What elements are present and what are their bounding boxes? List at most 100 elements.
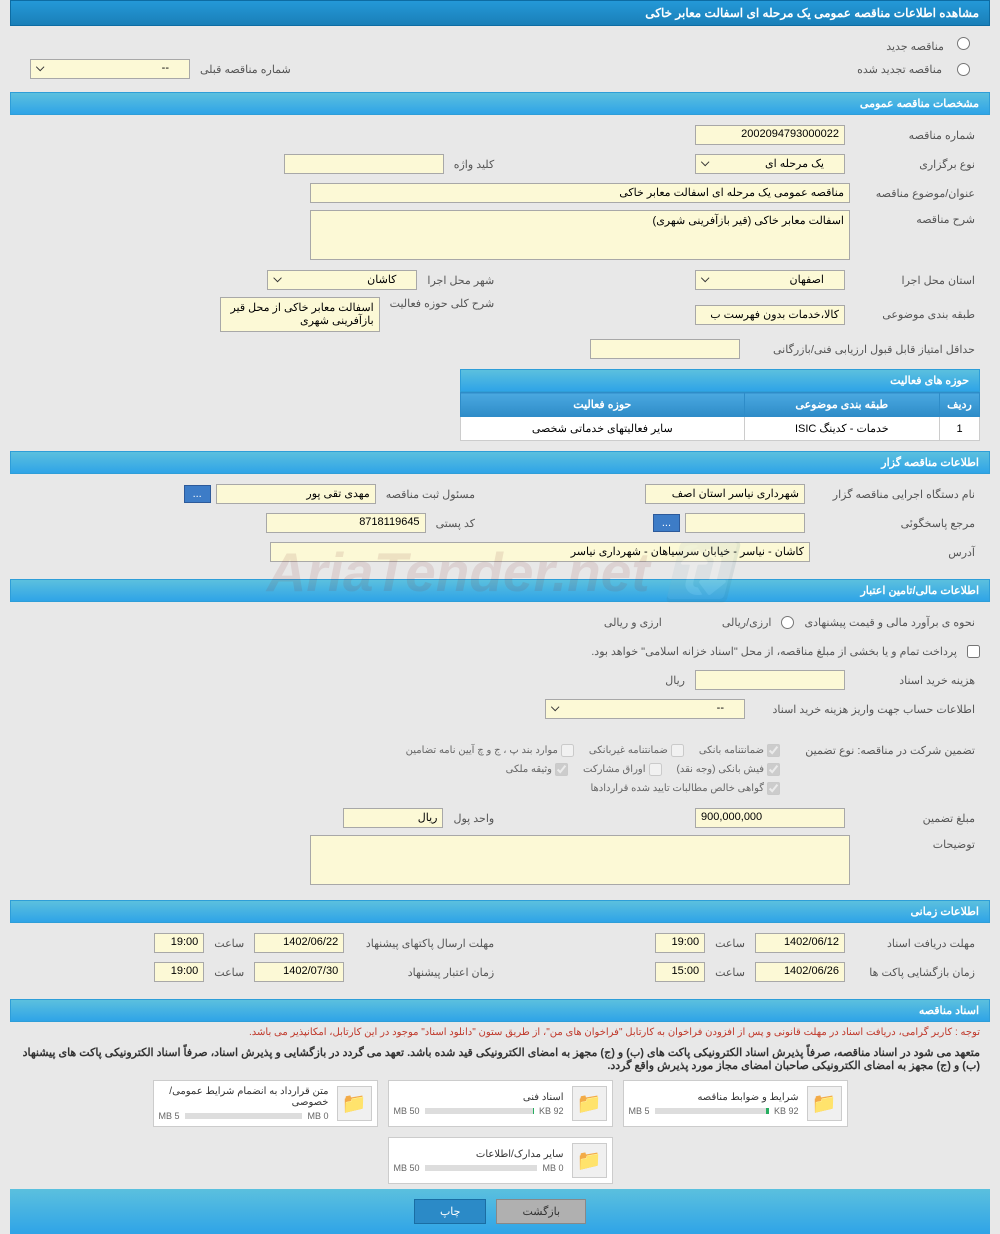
validity-date-field: 1402/07/30 bbox=[254, 962, 344, 982]
prev-number-select[interactable]: -- bbox=[30, 59, 190, 79]
time-label4: ساعت bbox=[209, 966, 249, 979]
treasury-note: پرداخت تمام و یا بخشی از مبلغ مناقصه، از… bbox=[586, 645, 962, 658]
submit-label: مهلت ارسال پاکتهای پیشنهاد bbox=[349, 937, 499, 950]
submit-time-field: 19:00 bbox=[154, 933, 204, 953]
desc-label: شرح مناقصه bbox=[850, 210, 980, 226]
file-item[interactable]: 📁 شرایط و ضوابط مناقصه 92 KB5 MB bbox=[623, 1080, 848, 1127]
time-label2: ساعت bbox=[209, 937, 249, 950]
folder-icon: 📁 bbox=[572, 1086, 607, 1121]
keyword-field[interactable] bbox=[284, 154, 444, 174]
keyword-label: کلید واژه bbox=[449, 158, 499, 171]
activity-col-row: ردیف bbox=[940, 393, 980, 417]
postal-label: کد پستی bbox=[431, 517, 480, 530]
chk-cash bbox=[767, 763, 780, 776]
chk-receivables bbox=[767, 782, 780, 795]
org-label: نام دستگاه اجرایی مناقصه گزار bbox=[810, 488, 980, 501]
chk-bank-guarantee bbox=[767, 744, 780, 757]
tender-no-label: شماره مناقصه bbox=[850, 129, 980, 142]
file-item[interactable]: 📁 اسناد فنی 92 KB50 MB bbox=[388, 1080, 613, 1127]
chk-clauses bbox=[561, 744, 574, 757]
scope-label: شرح کلی حوزه فعالیت bbox=[385, 297, 500, 310]
section-financial-header: اطلاعات مالی/تامین اعتبار bbox=[10, 579, 990, 602]
print-button[interactable]: چاپ bbox=[414, 1199, 487, 1224]
receive-date-field: 1402/06/12 bbox=[755, 933, 845, 953]
desc-field[interactable]: اسفالت معابر خاکی (قیر بازآفرینی شهری) bbox=[310, 210, 850, 260]
currency-unit-label: واحد پول bbox=[448, 812, 499, 825]
section-organizer-header: اطلاعات مناقصه گزار bbox=[10, 451, 990, 474]
contact-field[interactable] bbox=[685, 513, 805, 533]
receive-label: مهلت دریافت اسناد bbox=[850, 937, 980, 950]
min-score-field[interactable] bbox=[590, 339, 740, 359]
scope-field[interactable]: اسفالت معابر خاکی از محل قیر بازآفرینی ش… bbox=[220, 297, 380, 332]
activity-table-title: حوزه های فعالیت bbox=[460, 369, 980, 392]
open-label: زمان بازگشایی پاکت ها bbox=[850, 966, 980, 979]
account-label: اطلاعات حساب جهت واریز هزینه خرید اسناد bbox=[750, 703, 980, 716]
folder-icon: 📁 bbox=[572, 1143, 607, 1178]
title-label: عنوان/موضوع مناقصه bbox=[850, 187, 980, 200]
time-label3: ساعت bbox=[710, 966, 750, 979]
province-select[interactable]: اصفهان bbox=[695, 270, 845, 290]
section-financial-body: نحوه ی برآورد مالی و قیمت پیشنهادی ارزی/… bbox=[10, 602, 990, 898]
province-label: استان محل اجرا bbox=[850, 274, 980, 287]
city-select[interactable]: کاشان bbox=[267, 270, 417, 290]
section-general-body: شماره مناقصه 2002094793000022 نوع برگزار… bbox=[10, 115, 990, 449]
tender-no-field: 2002094793000022 bbox=[695, 125, 845, 145]
section-organizer-body: نام دستگاه اجرایی مناقصه گزار شهرداری نی… bbox=[10, 474, 990, 577]
chk-property bbox=[555, 763, 568, 776]
page-title-bar: مشاهده اطلاعات مناقصه عمومی یک مرحله ای … bbox=[10, 0, 990, 26]
currency-fx-label: ارزی و ریالی bbox=[599, 616, 667, 629]
notes-field[interactable] bbox=[310, 835, 850, 885]
main-container: مشاهده اطلاعات مناقصه عمومی یک مرحله ای … bbox=[10, 0, 990, 1234]
folder-icon: 📁 bbox=[807, 1086, 842, 1121]
activity-col-activity: حوزه فعالیت bbox=[461, 393, 745, 417]
open-date-field: 1402/06/26 bbox=[755, 962, 845, 982]
tender-type-section: مناقصه جدید مناقصه تجدید شده شماره مناقص… bbox=[10, 26, 990, 90]
activity-col-category: طبقه بندی موضوعی bbox=[744, 393, 939, 417]
section-docs-body: توجه : کاربر گرامی، دریافت اسناد در مهلت… bbox=[10, 1022, 990, 1189]
radio-renewed-row: مناقصه تجدید شده شماره مناقصه قبلی -- bbox=[20, 56, 980, 82]
contact-more-button[interactable]: ... bbox=[653, 514, 680, 532]
file-list: 📁 شرایط و ضوابط مناقصه 92 KB5 MB 📁 اسناد… bbox=[10, 1075, 990, 1189]
file-item[interactable]: 📁 متن قرارداد به انضمام شرایط عمومی/خصوص… bbox=[153, 1080, 378, 1127]
radio-renewed-tender[interactable] bbox=[957, 63, 970, 76]
docs-notice1: توجه : کاربر گرامی، دریافت اسناد در مهلت… bbox=[10, 1022, 990, 1043]
address-label: آدرس bbox=[810, 546, 980, 559]
postal-field: 8718119645 bbox=[266, 513, 426, 533]
activity-table-wrap: حوزه های فعالیت ردیف طبقه بندی موضوعی حو… bbox=[20, 369, 980, 441]
notes-label: توضیحات bbox=[850, 835, 980, 851]
page-title: مشاهده اطلاعات مناقصه عمومی یک مرحله ای … bbox=[645, 6, 979, 20]
purchase-cost-field[interactable] bbox=[695, 670, 845, 690]
responsible-more-button[interactable]: ... bbox=[184, 485, 211, 503]
activity-table: ردیف طبقه بندی موضوعی حوزه فعالیت 1 خدما… bbox=[460, 392, 980, 441]
type-select[interactable]: یک مرحله ای bbox=[695, 154, 845, 174]
estimate-label: نحوه ی برآورد مالی و قیمت پیشنهادی bbox=[799, 616, 980, 629]
table-row: 1 خدمات - کدینگ ISIC سایر فعالیتهای خدما… bbox=[461, 417, 980, 441]
account-select[interactable]: -- bbox=[545, 699, 745, 719]
chk-bonds bbox=[649, 763, 662, 776]
contact-label: مرجع پاسخگوئی bbox=[810, 517, 980, 530]
footer-buttons: بازگشت چاپ bbox=[10, 1189, 990, 1234]
radio-currency-type[interactable] bbox=[781, 616, 794, 629]
address-field: کاشان - نیاسر - خیابان سرسیاهان - شهردار… bbox=[270, 542, 810, 562]
responsible-label: مسئول ثبت مناقصه bbox=[381, 488, 480, 501]
chk-nonbank-guarantee bbox=[671, 744, 684, 757]
guarantee-label: تضمین شرکت در مناقصه: نوع تضمین bbox=[780, 741, 980, 757]
currency-unit-field: ریال bbox=[343, 808, 443, 828]
section-timing-body: مهلت دریافت اسناد 1402/06/12 ساعت 19:00 … bbox=[10, 923, 990, 997]
radio-renewed-label: مناقصه تجدید شده bbox=[852, 63, 947, 76]
category-label: طبقه بندی موضوعی bbox=[850, 308, 980, 321]
guarantee-amount-label: مبلغ تضمین bbox=[850, 812, 980, 825]
back-button[interactable]: بازگشت bbox=[496, 1199, 586, 1224]
receive-time-field: 19:00 bbox=[655, 933, 705, 953]
validity-label: زمان اعتبار پیشنهاد bbox=[349, 966, 499, 979]
title-field[interactable]: مناقصه عمومی یک مرحله ای اسفالت معابر خا… bbox=[310, 183, 850, 203]
folder-icon: 📁 bbox=[337, 1086, 372, 1121]
validity-time-field: 19:00 bbox=[154, 962, 204, 982]
radio-new-row: مناقصه جدید bbox=[20, 34, 980, 56]
file-item[interactable]: 📁 سایر مدارک/اطلاعات 0 MB50 MB bbox=[388, 1137, 613, 1184]
radio-new-tender[interactable] bbox=[957, 37, 970, 50]
submit-date-field: 1402/06/22 bbox=[254, 933, 344, 953]
type-label: نوع برگزاری bbox=[850, 158, 980, 171]
org-field: شهرداری نیاسر استان اصف bbox=[645, 484, 805, 504]
chk-treasury[interactable] bbox=[967, 645, 980, 658]
